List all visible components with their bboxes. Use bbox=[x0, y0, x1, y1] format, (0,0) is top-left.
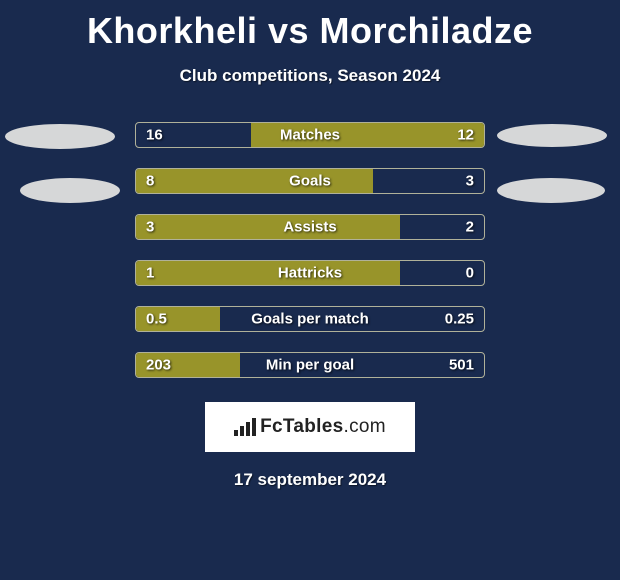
oval-left-bottom bbox=[20, 178, 120, 203]
stat-row: 1 Hattricks 0 bbox=[135, 260, 485, 286]
stat-bar-fill bbox=[136, 261, 400, 285]
page-title: Khorkheli vs Morchiladze bbox=[0, 0, 620, 52]
logo-bars-icon bbox=[234, 418, 256, 436]
logo-bar bbox=[252, 418, 256, 436]
logo-text-bold: FcTables bbox=[260, 416, 343, 437]
stat-row: 203 Min per goal 501 bbox=[135, 352, 485, 378]
stat-label: Hattricks bbox=[278, 265, 342, 282]
stat-right-value: 0.25 bbox=[445, 311, 474, 328]
stat-bar-fill bbox=[136, 169, 373, 193]
logo-box: FcTables.com bbox=[205, 402, 415, 452]
stat-bar-fill bbox=[136, 215, 400, 239]
stat-left-value: 1 bbox=[146, 265, 154, 282]
stat-label: Min per goal bbox=[266, 357, 354, 374]
subtitle: Club competitions, Season 2024 bbox=[0, 66, 620, 86]
stat-label: Assists bbox=[283, 219, 336, 236]
logo-bar bbox=[240, 426, 244, 436]
date-label: 17 september 2024 bbox=[0, 470, 620, 490]
stat-left-value: 3 bbox=[146, 219, 154, 236]
stat-right-value: 12 bbox=[457, 127, 474, 144]
stat-left-value: 0.5 bbox=[146, 311, 167, 328]
stat-left-value: 203 bbox=[146, 357, 171, 374]
stat-row: 8 Goals 3 bbox=[135, 168, 485, 194]
logo-text: FcTables.com bbox=[260, 416, 386, 438]
oval-right-top bbox=[497, 124, 607, 147]
oval-left-top bbox=[5, 124, 115, 149]
stat-right-value: 501 bbox=[449, 357, 474, 374]
logo-bar bbox=[246, 422, 250, 436]
stat-right-value: 3 bbox=[466, 173, 474, 190]
logo-text-light: .com bbox=[343, 416, 385, 437]
stat-label: Matches bbox=[280, 127, 340, 144]
logo-bar bbox=[234, 430, 238, 436]
stat-row: 16 Matches 12 bbox=[135, 122, 485, 148]
stat-label: Goals bbox=[289, 173, 331, 190]
stat-row: 0.5 Goals per match 0.25 bbox=[135, 306, 485, 332]
oval-right-bottom bbox=[497, 178, 605, 203]
comparison-bars: 16 Matches 12 8 Goals 3 3 Assists 2 1 Hattricks 0 0.… bbox=[135, 122, 485, 378]
stat-label: Goals per match bbox=[251, 311, 369, 328]
stat-right-value: 0 bbox=[466, 265, 474, 282]
stat-row: 3 Assists 2 bbox=[135, 214, 485, 240]
stat-right-value: 2 bbox=[466, 219, 474, 236]
stat-left-value: 16 bbox=[146, 127, 163, 144]
stat-left-value: 8 bbox=[146, 173, 154, 190]
